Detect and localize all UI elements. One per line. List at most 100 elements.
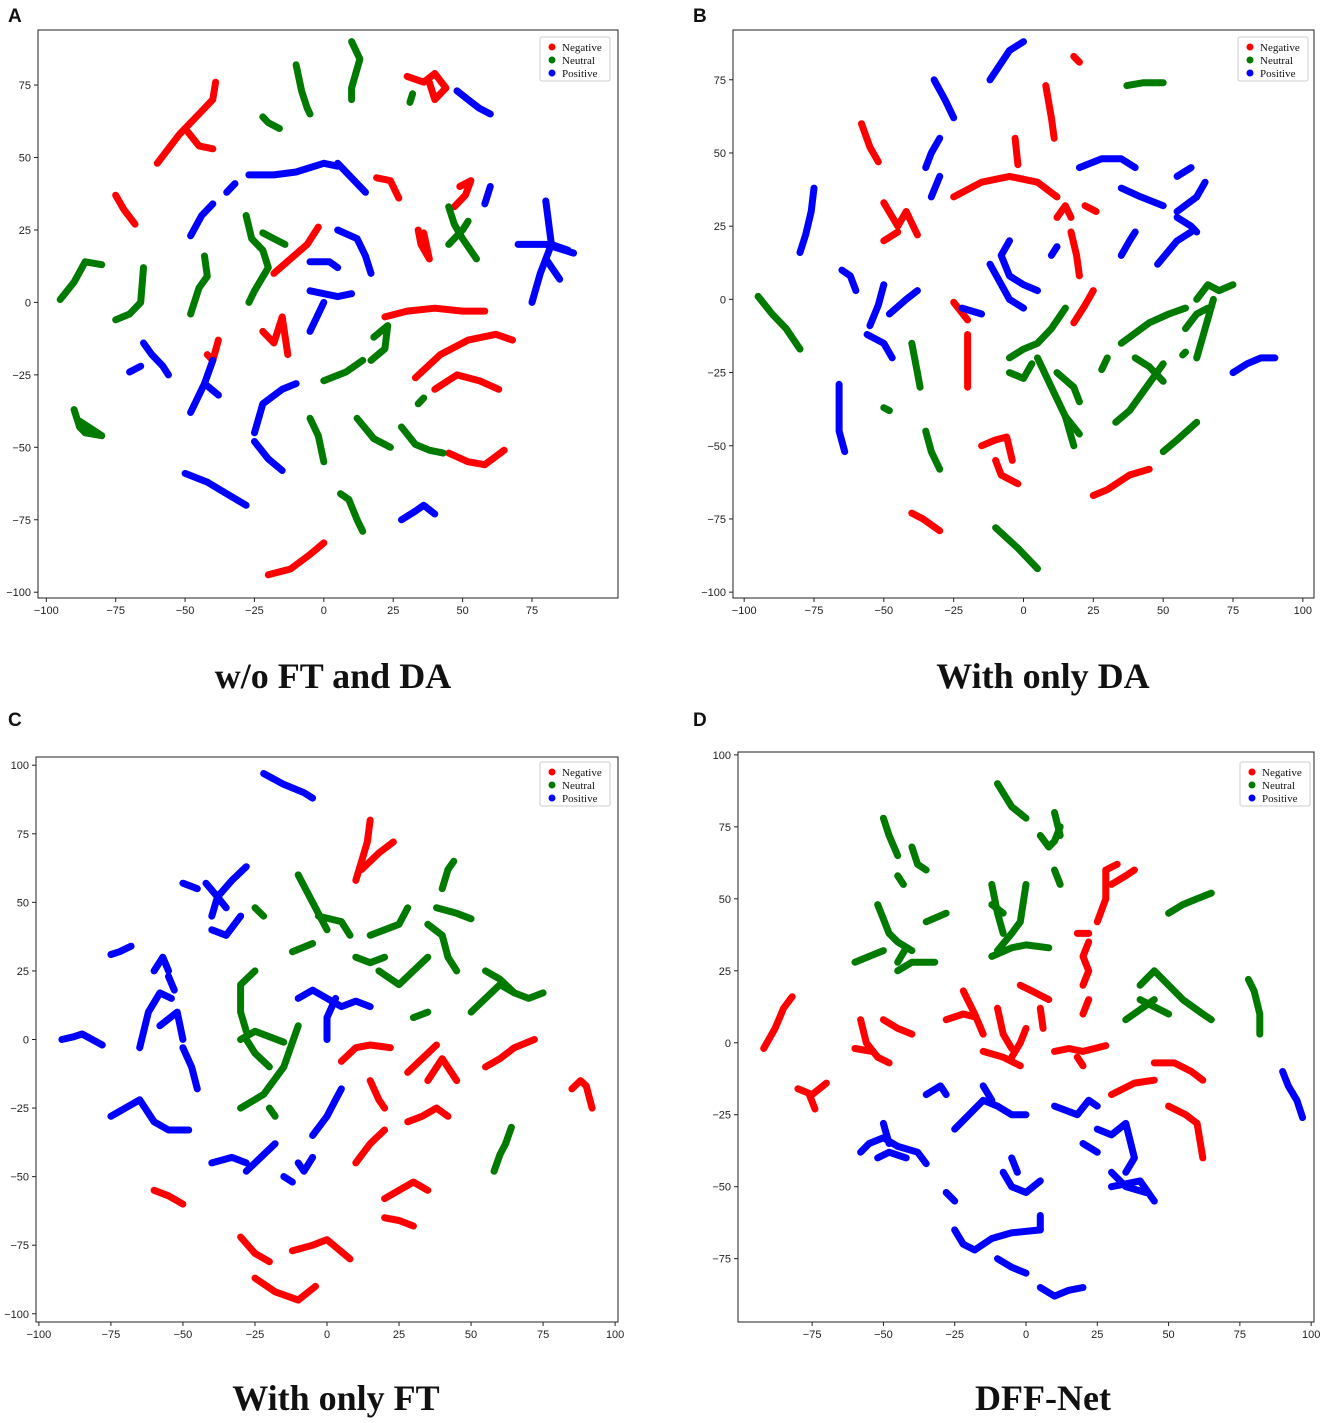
legend-marker-negative [548,768,556,776]
x-tick-label: −100 [732,605,757,617]
cluster-positive [242,1140,279,1175]
cluster-positive [58,1030,106,1049]
cluster-positive [251,438,286,474]
cluster-negative [251,1274,319,1304]
cluster-positive [1279,1068,1307,1122]
cluster-neutral [482,967,518,997]
x-tick-label: 100 [1302,1329,1320,1341]
cluster-negative [1081,202,1100,215]
x-tick-label: 75 [537,1329,549,1341]
cluster-positive [874,1148,910,1162]
legend-marker-neutral [1246,56,1254,64]
cluster-positive [1154,228,1195,268]
y-tick-label: −100 [701,587,726,599]
panel-letter: A [8,6,22,27]
cluster-negative [1093,860,1121,926]
legend-label-positive: Positive [562,68,598,80]
y-tick-label: 25 [714,221,726,233]
cluster-positive [1229,354,1279,377]
cluster-negative [950,172,1061,201]
cluster-neutral [398,423,447,457]
cluster-negative [381,1214,417,1230]
cluster-neutral [433,904,475,923]
cluster-positive [107,1096,193,1134]
x-tick-label: −75 [805,605,824,617]
cluster-negative [1053,202,1075,221]
cluster-positive [280,1173,296,1186]
cluster-negative [1079,938,1093,989]
y-tick-label: −75 [707,514,726,526]
cluster-negative [908,509,944,535]
y-tick-label: 0 [720,294,726,306]
cluster-neutral [988,901,1007,917]
y-tick-label: −100 [6,587,31,599]
cluster-positive [306,298,328,335]
x-tick-label: 25 [393,1329,405,1341]
cluster-neutral [242,1036,273,1071]
y-tick-label: 50 [19,153,31,165]
cluster-negative [153,78,220,167]
data-layer [58,770,596,1304]
cluster-neutral [1244,975,1264,1038]
legend-label-neutral: Neutral [562,780,595,792]
y-tick-label: 25 [19,225,31,237]
cluster-negative [1016,981,1053,1004]
panel-c: C −100 −75 −50 −25 0 25 50 75 100 100 75 50 25 0 −25 −50… [4,710,624,1418]
cluster-neutral [1112,360,1167,426]
cluster-negative [568,1077,596,1112]
cluster-positive [1117,228,1139,259]
cluster-negative [414,226,433,263]
data-layer [56,38,578,579]
y-tick-label: 50 [719,894,731,906]
legend-marker-positive [1248,794,1256,802]
cluster-negative [358,838,397,873]
cluster-negative [381,304,489,321]
cluster-positive [481,183,494,208]
cluster-negative [1036,1004,1047,1032]
cluster-positive [951,1096,1030,1133]
cluster-neutral [366,904,412,939]
cluster-neutral [1123,79,1167,90]
cluster-neutral [242,212,272,306]
y-tick-label: 75 [17,829,29,841]
cluster-neutral [1098,354,1111,374]
cluster-neutral [414,394,428,408]
cluster-neutral [424,920,461,975]
legend-marker-positive [548,794,556,802]
cluster-positive [107,942,135,958]
cluster-negative [1070,287,1097,327]
cluster-negative [880,228,902,245]
cluster-positive [922,1082,950,1099]
cluster-neutral [992,524,1041,573]
cluster-positive [179,879,201,893]
data-layer [760,780,1307,1300]
cluster-positive [1051,1096,1101,1119]
cluster-neutral [1122,996,1158,1024]
cluster-negative [366,1077,389,1112]
cluster-positive [994,1255,1030,1277]
cluster-neutral [367,322,392,364]
cluster-neutral [922,909,950,926]
x-tick-label: −25 [945,1329,964,1341]
cluster-positive [1008,1154,1021,1176]
y-tick-label: 100 [11,760,29,772]
cluster-positive [1173,178,1209,215]
cluster-positive [208,912,245,939]
cluster-positive [208,1153,250,1167]
cluster-positive [323,994,340,1043]
cluster-positive [1075,155,1139,172]
cluster-positive [979,1082,996,1104]
cluster-negative [424,1055,461,1085]
cluster-negative [1008,1024,1030,1061]
cluster-negative [482,1036,538,1071]
cluster-positive [126,362,145,376]
y-tick-label: −25 [12,370,31,382]
panel-letter: D [693,710,707,731]
legend-label-positive: Positive [1262,793,1298,805]
cluster-positive [1173,164,1195,180]
x-tick-label: −50 [176,605,195,617]
cluster-positive [885,287,921,318]
cluster-positive [223,180,239,196]
